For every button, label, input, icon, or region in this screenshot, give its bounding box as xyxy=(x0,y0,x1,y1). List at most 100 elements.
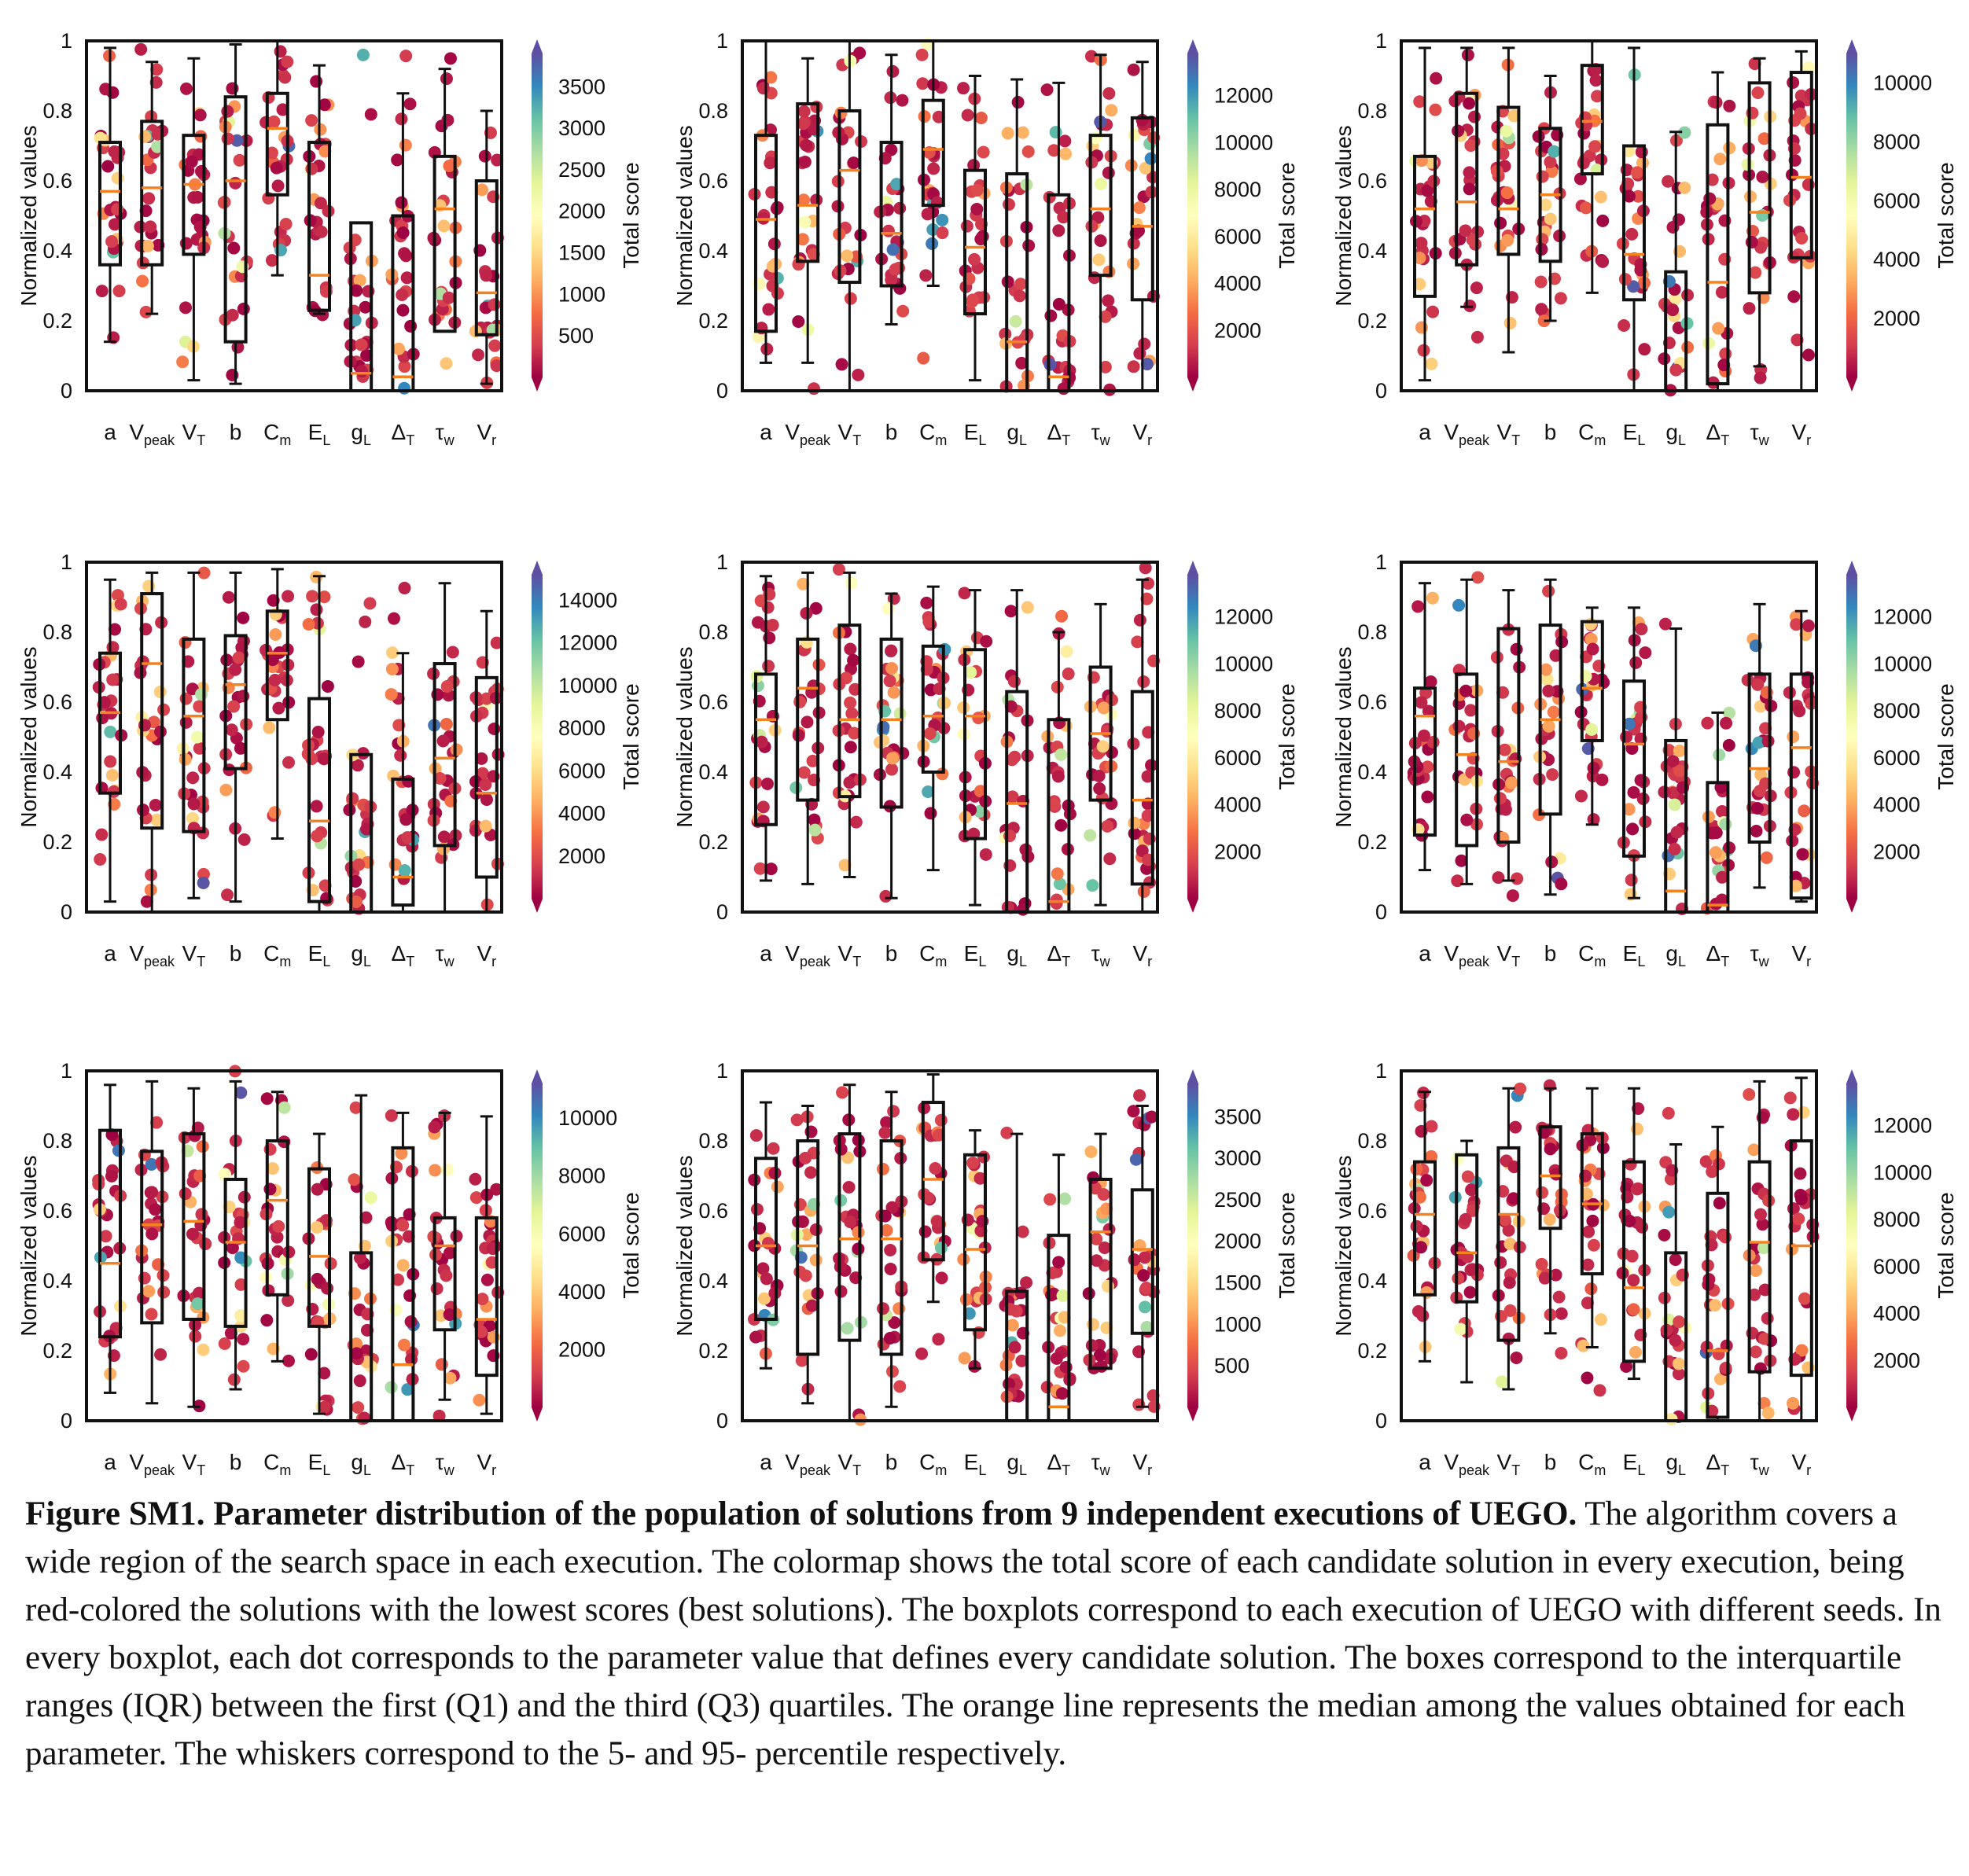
iqr-box xyxy=(140,1150,164,1325)
data-point xyxy=(1102,166,1115,179)
data-point xyxy=(1430,72,1443,85)
data-point xyxy=(145,1157,158,1171)
caption-title: Figure SM1. Parameter distribution of th… xyxy=(25,1495,1577,1532)
data-point xyxy=(973,1172,987,1185)
data-point xyxy=(428,1120,441,1134)
data-point xyxy=(351,1401,365,1414)
iqr-box xyxy=(307,141,331,312)
data-point xyxy=(843,776,856,789)
data-point xyxy=(958,587,971,600)
data-point xyxy=(1056,1289,1069,1302)
data-point xyxy=(896,304,910,318)
data-point xyxy=(433,771,447,785)
data-point xyxy=(1463,166,1476,179)
data-point xyxy=(218,1337,231,1350)
data-point xyxy=(221,888,234,902)
data-point xyxy=(1544,212,1557,226)
data-point xyxy=(443,159,456,172)
data-point xyxy=(1589,74,1603,87)
data-point xyxy=(314,197,327,210)
y-tick-label: 0.8 xyxy=(698,99,728,123)
data-point xyxy=(153,685,167,698)
data-point xyxy=(809,1223,823,1236)
x-tick-label: VT xyxy=(838,420,862,448)
data-point xyxy=(1750,824,1763,837)
data-point xyxy=(302,617,315,631)
data-point xyxy=(1593,1384,1606,1397)
data-point xyxy=(1006,790,1019,804)
data-point xyxy=(282,1354,296,1367)
data-point xyxy=(186,811,199,825)
colorbar-tick-label: 3500 xyxy=(558,75,605,98)
data-point xyxy=(1500,124,1513,138)
data-point xyxy=(1544,1142,1557,1156)
colorbar-tick-label: 10000 xyxy=(1214,652,1273,675)
data-point xyxy=(1139,1281,1153,1294)
data-point xyxy=(404,319,418,333)
data-point xyxy=(260,1092,274,1105)
data-point xyxy=(1802,619,1815,632)
data-point xyxy=(800,1228,813,1241)
colorbar-label: Total score xyxy=(1934,683,1958,789)
data-point xyxy=(1587,813,1600,826)
x-tick-label: ΔT xyxy=(392,420,415,448)
data-point xyxy=(1470,281,1483,295)
data-point xyxy=(1501,234,1514,247)
data-point xyxy=(1057,211,1070,224)
data-point xyxy=(1043,1193,1057,1206)
data-point xyxy=(1794,89,1808,102)
data-point xyxy=(1581,1297,1594,1310)
x-tick-label: VT xyxy=(1497,941,1521,969)
data-point xyxy=(930,1215,944,1228)
data-point xyxy=(1461,49,1474,62)
iqr-box xyxy=(1130,116,1154,302)
data-point xyxy=(353,1252,366,1265)
data-point xyxy=(806,754,819,767)
data-point xyxy=(853,46,867,60)
data-point xyxy=(1099,310,1112,323)
data-point xyxy=(1498,1213,1511,1227)
data-point xyxy=(929,1161,942,1175)
data-point xyxy=(265,146,278,160)
data-point xyxy=(443,1371,457,1385)
colorbar-tick-label: 8000 xyxy=(1873,699,1920,723)
data-point xyxy=(150,63,164,76)
data-point xyxy=(966,293,979,307)
data-point xyxy=(398,360,411,373)
data-point xyxy=(878,1126,892,1139)
data-point xyxy=(1622,803,1636,816)
data-point xyxy=(1699,1155,1713,1168)
panel-7: Normalized values 0 0.2 0.4 0.6 0.8 1 a Vpeak VT b… xyxy=(17,1059,643,1478)
data-point xyxy=(1658,1228,1671,1241)
data-point xyxy=(1709,846,1722,859)
colorbar-extend-bottom xyxy=(1187,899,1198,913)
data-point xyxy=(305,114,318,127)
iqr-box xyxy=(182,637,206,833)
data-point xyxy=(1714,781,1728,794)
data-point xyxy=(1626,822,1640,836)
data-point xyxy=(197,877,210,890)
plot-frame xyxy=(85,1069,503,1422)
data-point xyxy=(1544,155,1557,168)
data-point xyxy=(1001,127,1014,140)
x-tick-label: Cm xyxy=(919,941,947,969)
data-point xyxy=(754,594,767,608)
data-point xyxy=(227,700,241,713)
data-point xyxy=(1761,1407,1775,1420)
data-point xyxy=(1802,348,1815,362)
data-point xyxy=(1510,1351,1523,1364)
data-point xyxy=(876,1162,889,1175)
iqr-box xyxy=(1622,144,1646,302)
data-point xyxy=(1463,182,1476,196)
data-point xyxy=(399,813,413,826)
iqr-box xyxy=(1088,1177,1113,1370)
data-point xyxy=(385,646,399,660)
data-point xyxy=(229,176,242,189)
y-tick-label: 0.4 xyxy=(698,760,728,784)
iqr-box xyxy=(921,644,945,774)
data-point xyxy=(1627,280,1640,293)
data-point xyxy=(1535,303,1548,316)
colorbar-extend-bottom xyxy=(532,899,543,913)
data-point xyxy=(480,269,493,282)
